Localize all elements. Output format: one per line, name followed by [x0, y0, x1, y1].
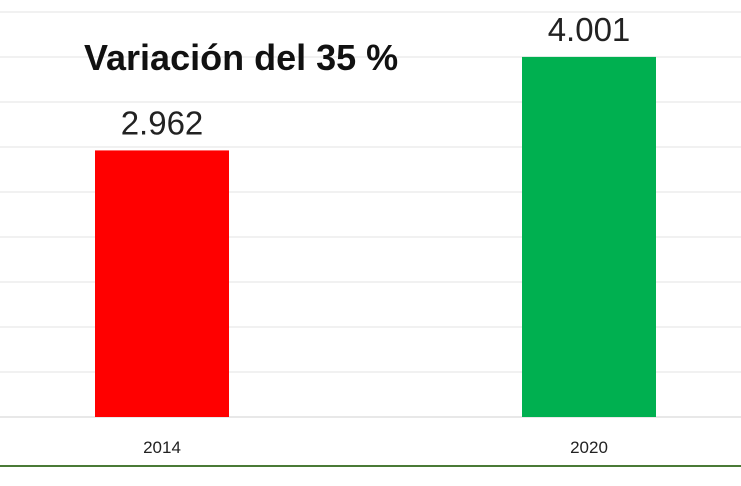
variation-annotation: Variación del 35 % — [84, 37, 399, 78]
bar-2020 — [522, 56, 656, 417]
value-label-2014: 2.962 — [121, 104, 204, 141]
bars — [95, 56, 656, 418]
value-label-2020: 4.001 — [548, 11, 631, 48]
x-tick-2014: 2014 — [143, 438, 181, 457]
x-tick-2020: 2020 — [570, 438, 608, 457]
bar-2014 — [95, 150, 229, 418]
x-tick-labels: 2014 2020 — [143, 438, 608, 457]
value-labels: 2.962 4.001 — [121, 11, 631, 142]
